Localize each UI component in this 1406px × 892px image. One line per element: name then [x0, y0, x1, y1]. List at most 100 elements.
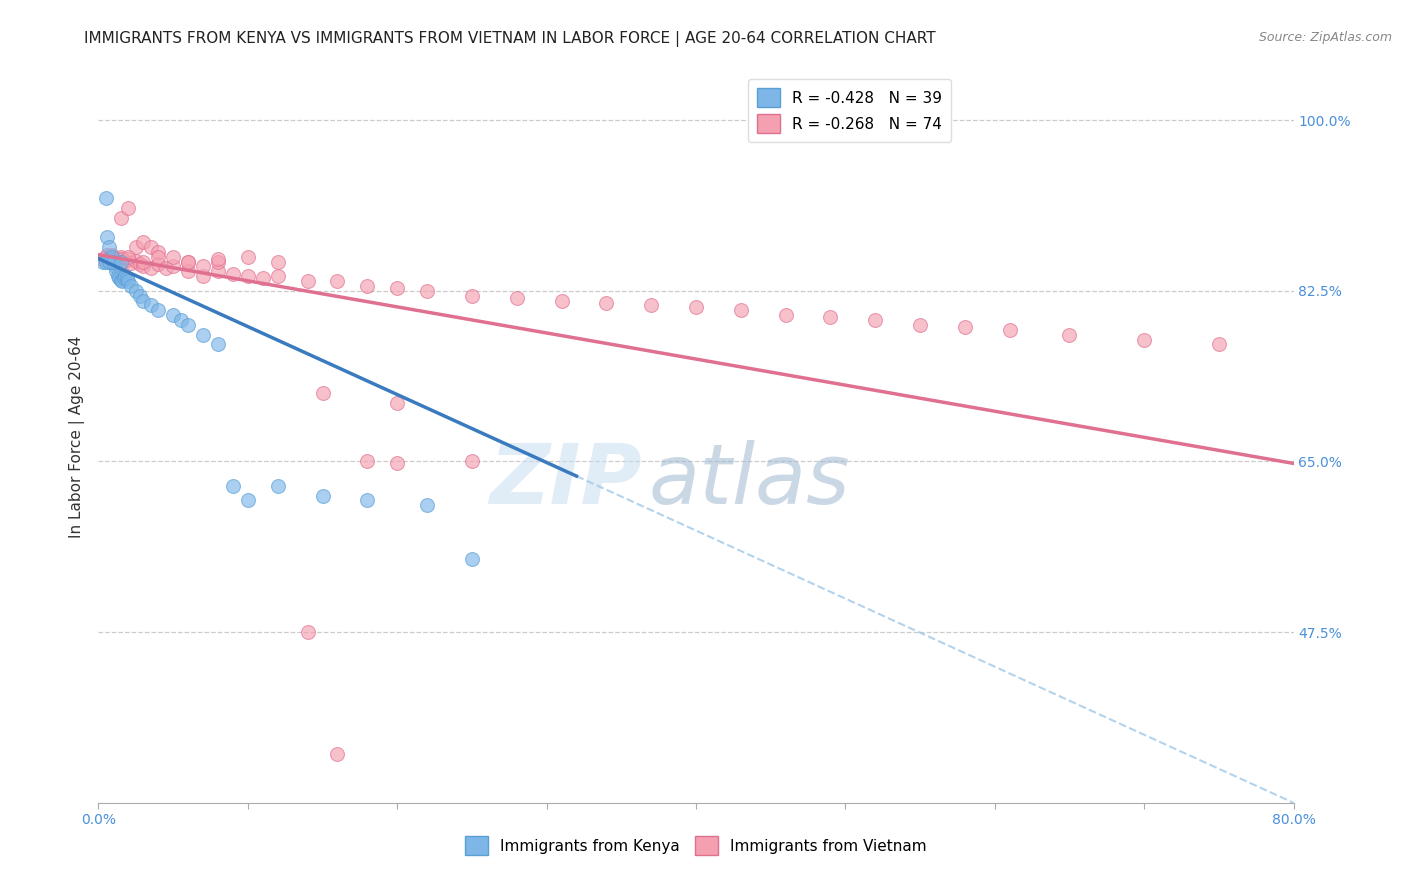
- Point: [953, 319, 976, 334]
- Point: [177, 264, 200, 278]
- Point: [98, 254, 122, 268]
- Point: [177, 254, 200, 268]
- Point: [132, 254, 155, 268]
- Point: [356, 279, 378, 293]
- Point: [908, 318, 931, 332]
- Point: [114, 269, 136, 284]
- Point: [356, 454, 378, 468]
- Point: [96, 230, 118, 244]
- Point: [117, 201, 139, 215]
- Text: ZIP: ZIP: [489, 441, 643, 522]
- Point: [101, 250, 124, 264]
- Point: [461, 454, 484, 468]
- Point: [103, 254, 125, 268]
- Point: [236, 493, 259, 508]
- Point: [326, 747, 349, 761]
- Point: [820, 310, 842, 325]
- Point: [91, 254, 114, 268]
- Point: [207, 337, 229, 351]
- Point: [297, 274, 319, 288]
- Point: [461, 552, 484, 566]
- Point: [207, 252, 229, 266]
- Point: [191, 260, 214, 274]
- Point: [148, 244, 170, 259]
- Point: [385, 281, 409, 295]
- Point: [111, 252, 134, 266]
- Point: [103, 254, 125, 268]
- Point: [177, 318, 200, 332]
- Point: [103, 252, 125, 266]
- Point: [105, 255, 128, 269]
- Point: [104, 253, 127, 268]
- Point: [148, 303, 170, 318]
- Point: [91, 252, 114, 266]
- Point: [107, 269, 129, 284]
- Point: [311, 386, 333, 401]
- Point: [129, 257, 152, 271]
- Point: [107, 252, 129, 266]
- Point: [162, 260, 184, 274]
- Point: [207, 264, 229, 278]
- Point: [110, 273, 132, 287]
- Point: [110, 250, 132, 264]
- Point: [97, 254, 120, 268]
- Point: [132, 235, 155, 249]
- Point: [105, 264, 128, 278]
- Point: [148, 250, 170, 264]
- Point: [120, 255, 142, 269]
- Point: [267, 254, 290, 268]
- Point: [117, 252, 139, 266]
- Point: [998, 323, 1021, 337]
- Point: [94, 250, 117, 264]
- Point: [110, 211, 132, 225]
- Point: [191, 269, 214, 284]
- Point: [104, 260, 127, 274]
- Point: [97, 252, 120, 266]
- Point: [111, 274, 134, 288]
- Point: [297, 625, 319, 640]
- Point: [162, 250, 184, 264]
- Point: [177, 254, 200, 268]
- Point: [236, 269, 259, 284]
- Point: [267, 269, 290, 284]
- Point: [685, 301, 707, 315]
- Point: [730, 303, 752, 318]
- Point: [108, 271, 131, 285]
- Point: [117, 250, 139, 264]
- Point: [97, 240, 120, 254]
- Text: IMMIGRANTS FROM KENYA VS IMMIGRANTS FROM VIETNAM IN LABOR FORCE | AGE 20-64 CORR: IMMIGRANTS FROM KENYA VS IMMIGRANTS FROM…: [84, 31, 936, 47]
- Text: Source: ZipAtlas.com: Source: ZipAtlas.com: [1258, 31, 1392, 45]
- Point: [155, 261, 177, 276]
- Point: [416, 284, 439, 298]
- Point: [865, 313, 887, 327]
- Point: [115, 271, 138, 285]
- Point: [207, 254, 229, 268]
- Text: atlas: atlas: [648, 441, 849, 522]
- Point: [139, 261, 162, 276]
- Point: [120, 279, 142, 293]
- Point: [101, 248, 124, 262]
- Point: [356, 493, 378, 508]
- Point: [139, 298, 162, 312]
- Point: [129, 288, 152, 302]
- Point: [236, 250, 259, 264]
- Point: [222, 267, 245, 281]
- Point: [1208, 337, 1230, 351]
- Point: [416, 499, 439, 513]
- Point: [114, 253, 136, 268]
- Point: [125, 284, 148, 298]
- Point: [1133, 333, 1156, 347]
- Point: [267, 479, 290, 493]
- Point: [640, 298, 662, 312]
- Point: [132, 293, 155, 308]
- Legend: Immigrants from Kenya, Immigrants from Vietnam: Immigrants from Kenya, Immigrants from V…: [458, 830, 934, 861]
- Point: [139, 240, 162, 254]
- Point: [132, 260, 155, 274]
- Point: [117, 274, 139, 288]
- Point: [222, 479, 245, 493]
- Y-axis label: In Labor Force | Age 20-64: In Labor Force | Age 20-64: [69, 336, 84, 538]
- Point: [125, 253, 148, 268]
- Point: [94, 254, 117, 268]
- Point: [162, 308, 184, 322]
- Point: [169, 313, 191, 327]
